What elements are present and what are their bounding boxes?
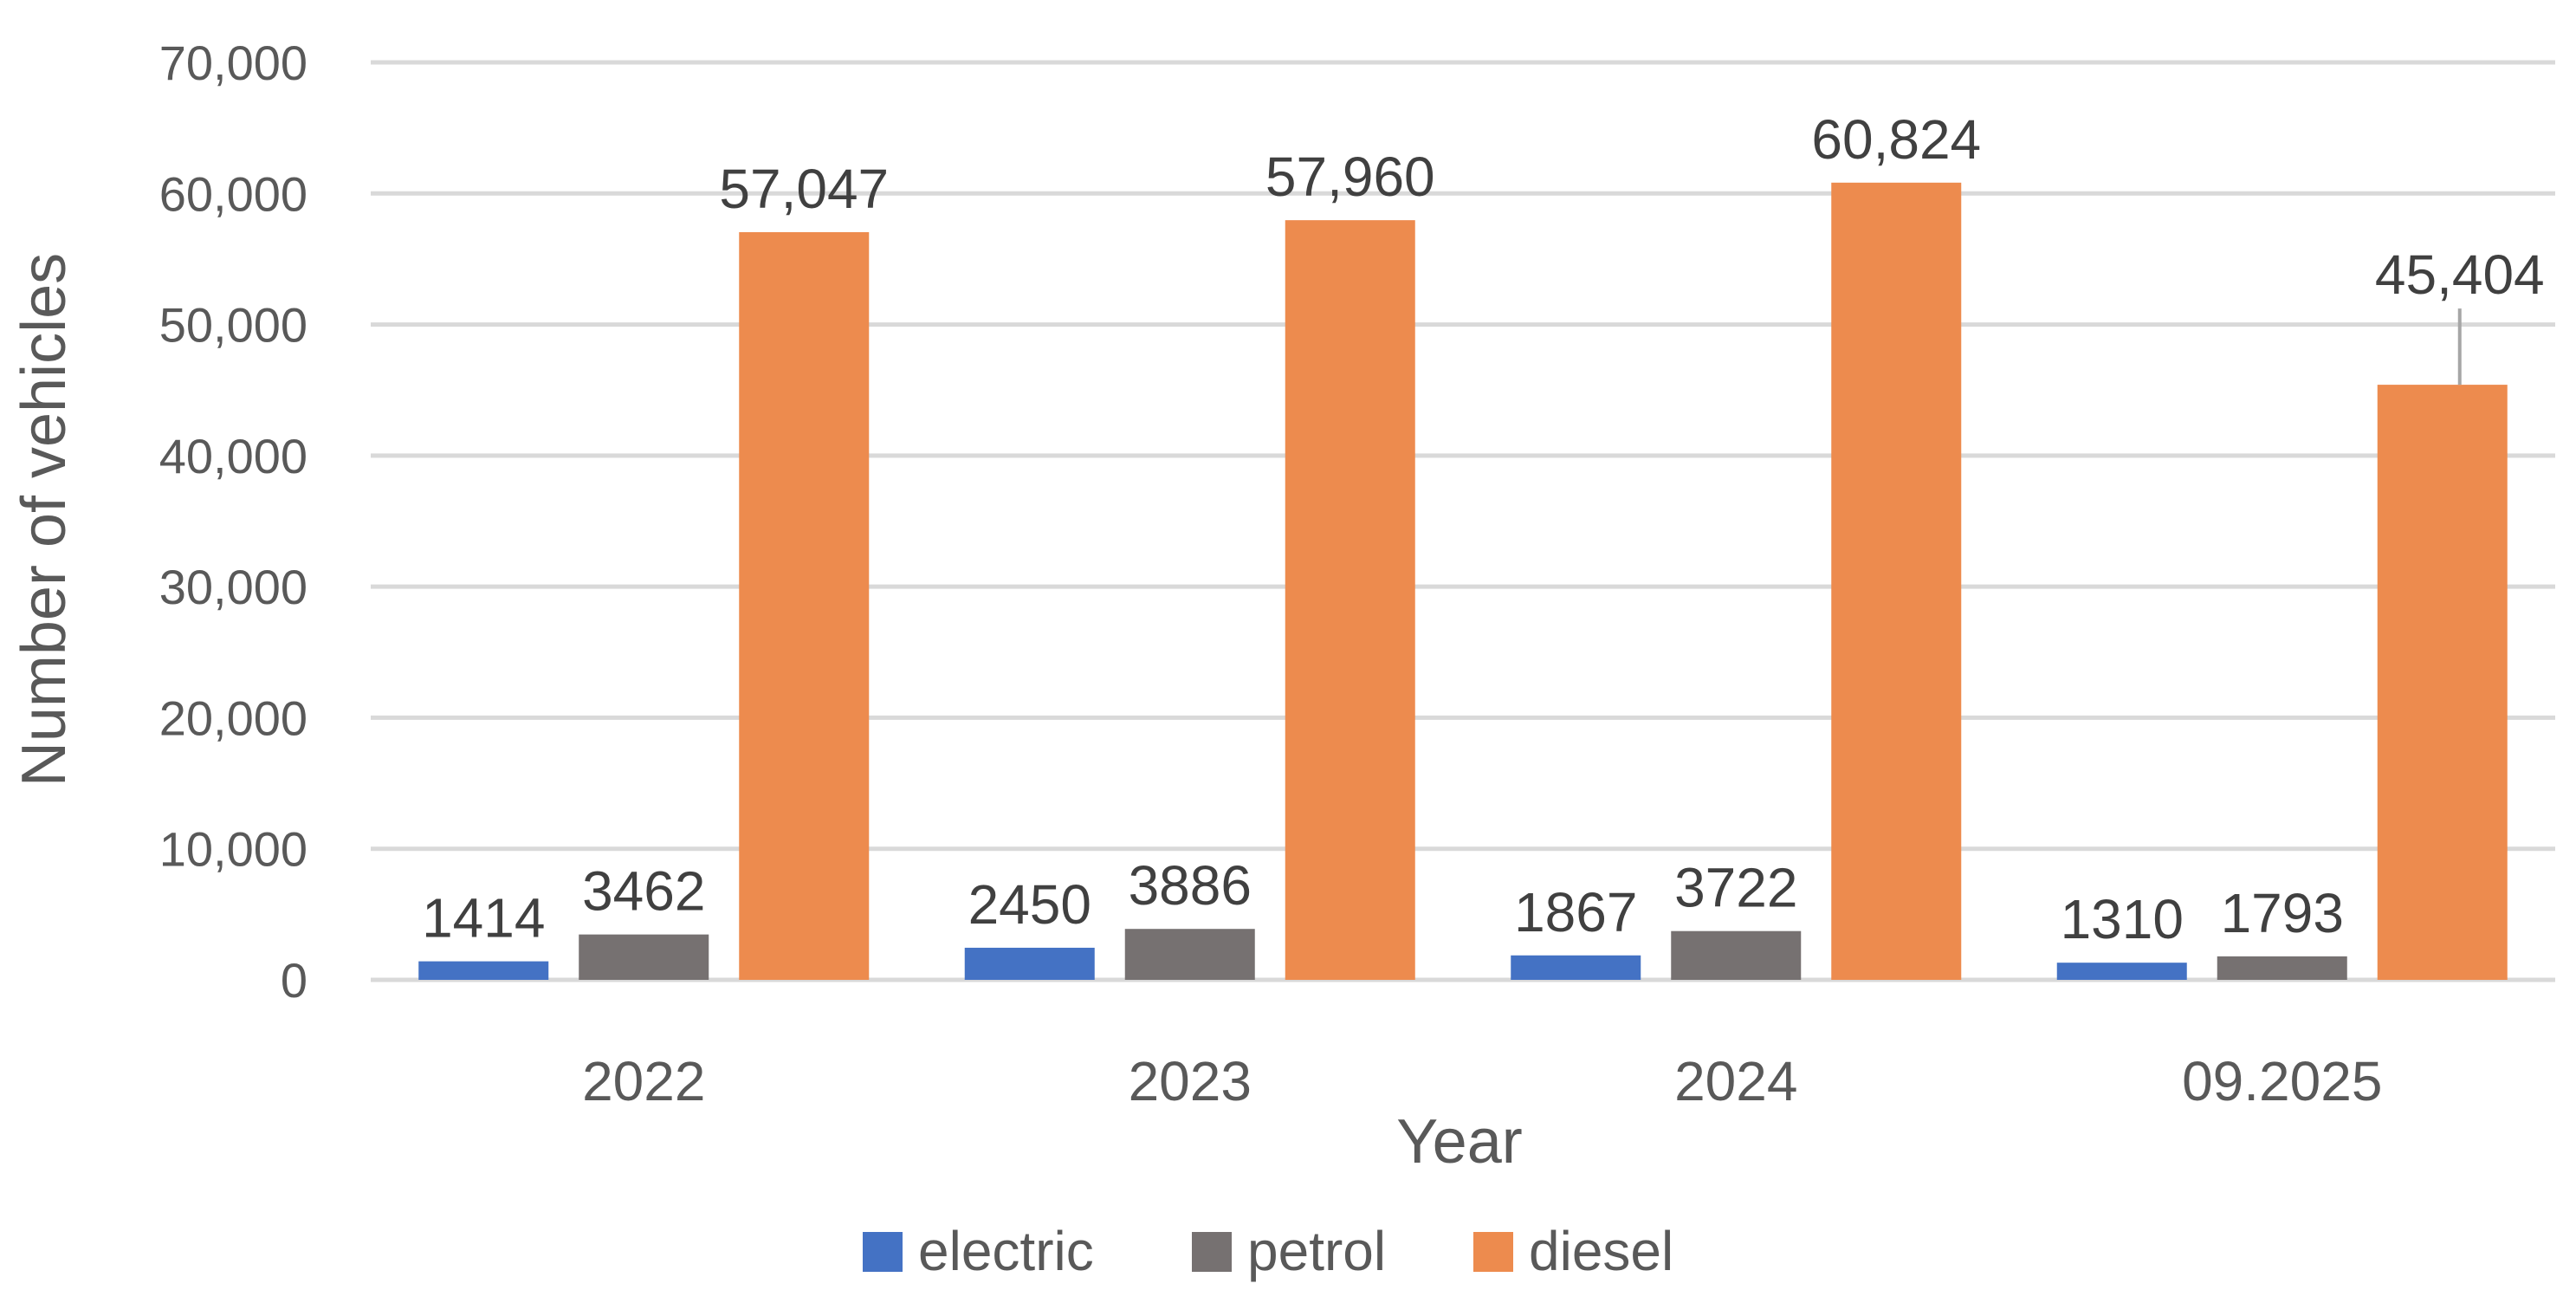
bar-diesel bbox=[2377, 385, 2508, 980]
bar-electric bbox=[2056, 963, 2187, 980]
data-label: 3462 bbox=[582, 860, 705, 923]
bar-electric bbox=[964, 947, 1095, 980]
y-tick-label: 20,000 bbox=[159, 690, 307, 745]
x-axis-ticks: 2022 2023 2024 09.2025 bbox=[582, 1050, 2382, 1112]
bar-electric bbox=[418, 961, 549, 980]
data-label: 57,047 bbox=[719, 158, 889, 220]
y-tick-label: 40,000 bbox=[159, 429, 307, 483]
data-label: 1414 bbox=[422, 887, 545, 950]
data-label: 1310 bbox=[2061, 888, 2184, 950]
bar-diesel bbox=[1831, 182, 1962, 981]
legend-swatch-electric bbox=[863, 1232, 903, 1272]
data-label: 45,404 bbox=[2375, 243, 2545, 306]
legend-label: electric bbox=[918, 1220, 1094, 1282]
data-label: 3722 bbox=[1674, 857, 1797, 919]
bar-petrol bbox=[579, 934, 709, 980]
bar-diesel bbox=[1285, 220, 1415, 980]
y-axis-ticks: 0 10,000 20,000 30,000 40,000 50,000 60,000 70,… bbox=[159, 36, 307, 1008]
data-label: 3886 bbox=[1129, 854, 1252, 917]
y-axis-title: Number of vehicles bbox=[10, 253, 79, 787]
data-label: 2450 bbox=[968, 873, 1091, 936]
y-tick-label: 70,000 bbox=[159, 36, 307, 90]
x-tick-label: 2022 bbox=[582, 1050, 705, 1112]
y-tick-label: 50,000 bbox=[159, 298, 307, 353]
y-tick-label: 10,000 bbox=[159, 822, 307, 877]
x-tick-label: 2023 bbox=[1129, 1050, 1252, 1112]
legend-label: diesel bbox=[1529, 1220, 1673, 1282]
legend-label: petrol bbox=[1247, 1220, 1386, 1282]
bars bbox=[418, 182, 2508, 981]
bar-petrol bbox=[1124, 929, 1255, 980]
y-tick-label: 60,000 bbox=[159, 166, 307, 221]
bar-petrol bbox=[2217, 956, 2347, 980]
bar-petrol bbox=[1671, 930, 1802, 980]
data-label: 60,824 bbox=[1811, 108, 1981, 171]
data-label: 57,960 bbox=[1265, 146, 1435, 208]
x-tick-label: 2024 bbox=[1674, 1050, 1797, 1112]
legend-swatch-petrol bbox=[1192, 1232, 1232, 1272]
legend-swatch-diesel bbox=[1473, 1232, 1513, 1272]
x-axis-title: Year bbox=[1396, 1107, 1522, 1177]
data-label: 1793 bbox=[2221, 882, 2344, 944]
data-labels: 1414 3462 57,047 2450 3886 57,960 1867 3722 60,8… bbox=[422, 108, 2545, 950]
legend: electric petrol diesel bbox=[863, 1220, 1673, 1282]
y-tick-label: 30,000 bbox=[159, 560, 307, 614]
x-tick-label: 09.2025 bbox=[2182, 1050, 2382, 1112]
gridlines bbox=[371, 60, 2555, 982]
y-tick-label: 0 bbox=[281, 953, 307, 1008]
bar-electric bbox=[1511, 955, 1641, 980]
bar-diesel bbox=[739, 231, 870, 980]
data-label: 1867 bbox=[1514, 881, 1637, 943]
